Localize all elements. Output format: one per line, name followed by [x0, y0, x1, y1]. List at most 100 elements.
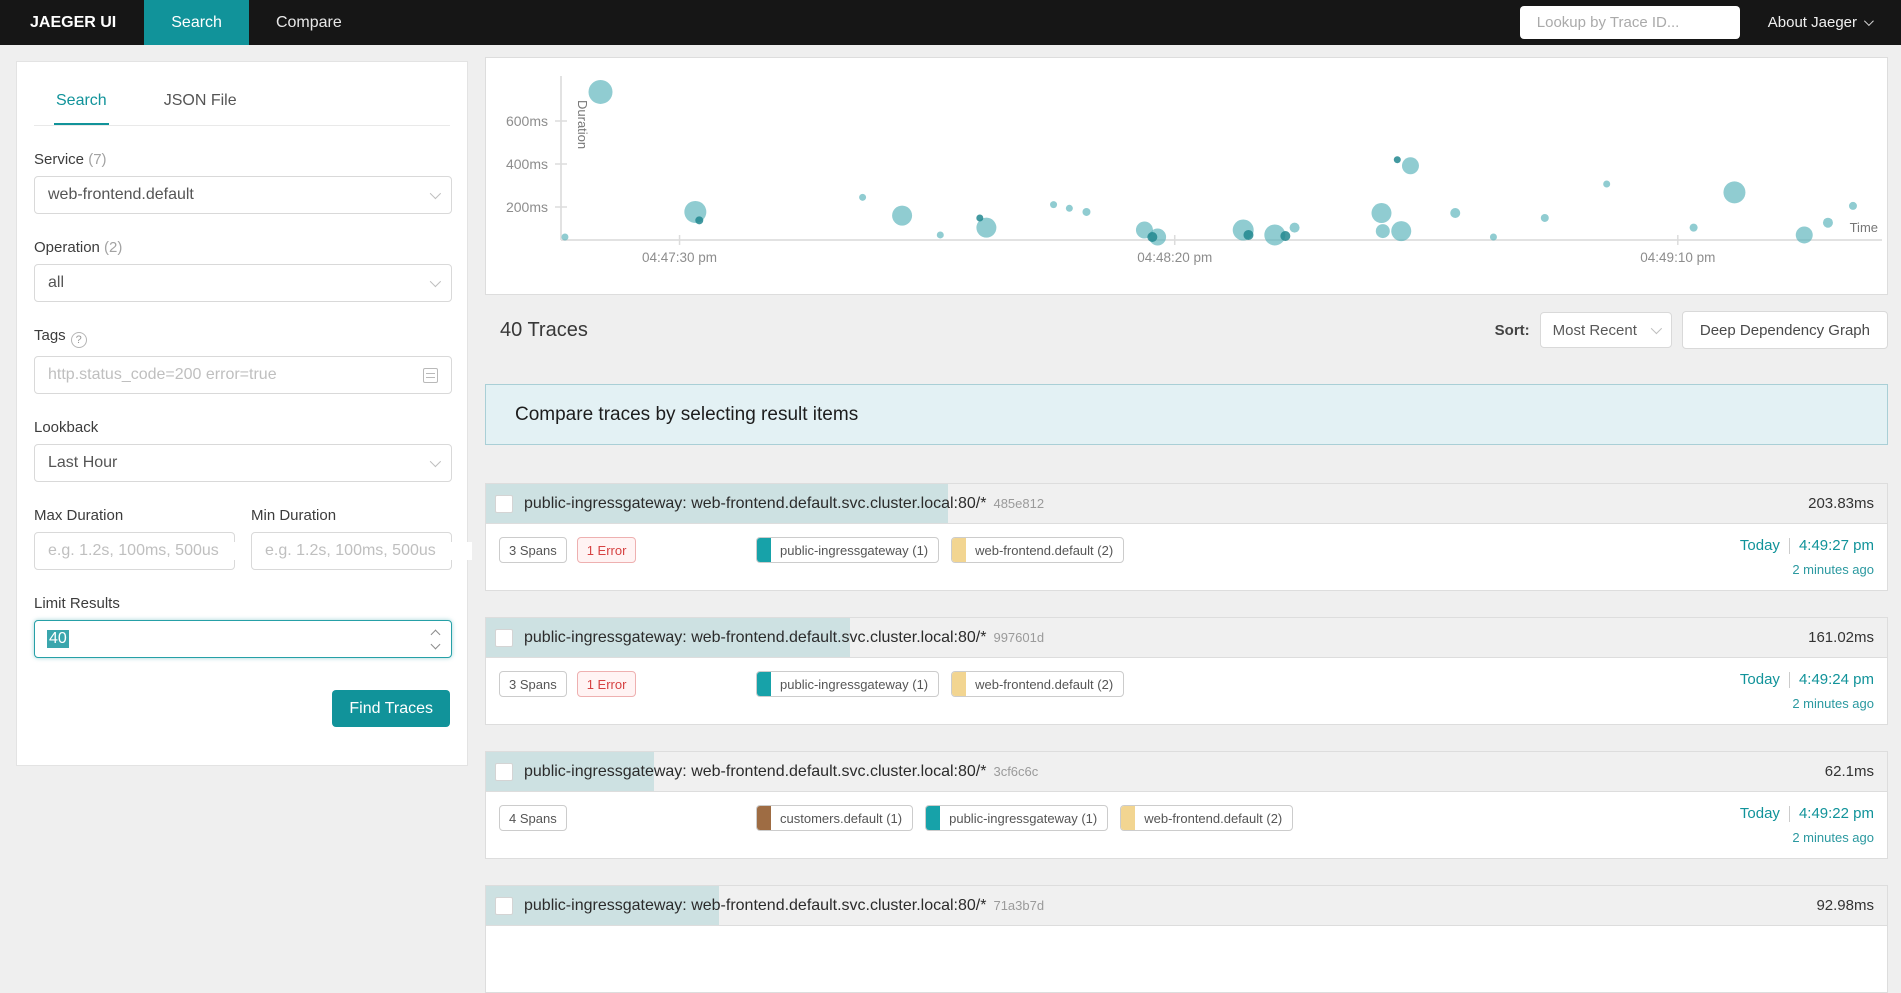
trace-id: 997601d — [993, 629, 1045, 645]
scatter-point[interactable] — [936, 231, 944, 239]
trace-lookup-input[interactable] — [1536, 14, 1736, 31]
about-jaeger-menu[interactable]: About Jaeger — [1767, 14, 1874, 31]
divider — [1788, 537, 1790, 554]
trace-duration: 203.83ms — [1808, 495, 1874, 512]
scatter-point[interactable] — [976, 217, 997, 238]
trace-title[interactable]: public-ingressgateway: web-frontend.defa… — [524, 762, 1039, 780]
trace-id: 71a3b7d — [993, 897, 1045, 913]
x-tick-label: 04:47:30 pm — [642, 250, 717, 265]
tab-json-file[interactable]: JSON File — [163, 92, 237, 109]
scatter-point[interactable] — [1243, 229, 1254, 240]
min-duration-wrap — [251, 532, 472, 570]
tab-search[interactable]: Search — [54, 84, 109, 125]
service-tag-list: public-ingressgateway (1) web-frontend.de… — [756, 671, 1125, 697]
trace-title[interactable]: public-ingressgateway: web-frontend.defa… — [524, 494, 1045, 512]
scatter-point[interactable] — [1723, 181, 1746, 204]
trace-title[interactable]: public-ingressgateway: web-frontend.defa… — [524, 896, 1045, 914]
trace-time[interactable]: 4:49:22 pm — [1798, 805, 1874, 822]
trace-header[interactable]: public-ingressgateway: web-frontend.defa… — [486, 752, 1887, 792]
limit-results-input[interactable]: 40 — [34, 620, 452, 658]
divider — [1788, 805, 1790, 822]
find-traces-button[interactable]: Find Traces — [332, 690, 450, 727]
error-count-chip: 1 Error — [576, 537, 637, 563]
trace-time[interactable]: 4:49:27 pm — [1798, 537, 1874, 554]
scatter-point[interactable] — [1603, 180, 1611, 188]
trace-select-checkbox[interactable] — [495, 494, 513, 513]
scatter-point[interactable] — [1822, 217, 1833, 228]
trace-header[interactable]: public-ingressgateway: web-frontend.defa… — [486, 618, 1887, 658]
min-duration-input[interactable] — [265, 542, 472, 560]
scatter-point[interactable] — [1795, 226, 1813, 244]
trace-body: 3 Spans 1 Error public-ingressgateway (1… — [486, 524, 1887, 590]
scatter-point[interactable] — [892, 205, 913, 226]
service-select[interactable]: web-frontend.default — [34, 176, 452, 214]
x-tick-label: 04:49:10 pm — [1640, 250, 1715, 265]
scatter-point[interactable] — [1050, 201, 1058, 209]
trace-time[interactable]: 4:49:24 pm — [1798, 671, 1874, 688]
step-up-icon[interactable] — [430, 629, 441, 639]
chevron-down-icon — [429, 275, 442, 288]
trace-result-card[interactable]: public-ingressgateway: web-frontend.defa… — [485, 885, 1888, 993]
trace-duration-bar — [486, 484, 949, 523]
service-color-swatch — [952, 672, 967, 696]
nav-tab-compare[interactable]: Compare — [275, 13, 342, 31]
y-tick-label: 200ms — [506, 199, 548, 215]
max-duration-input[interactable] — [48, 542, 255, 560]
scatter-point[interactable] — [1401, 157, 1419, 175]
scatter-point[interactable] — [1280, 231, 1291, 242]
compare-banner: Compare traces by selecting result items — [485, 384, 1888, 445]
scatter-point[interactable] — [588, 79, 613, 104]
trace-select-checkbox[interactable] — [495, 896, 513, 915]
scatter-point[interactable] — [1450, 208, 1461, 219]
service-label: Service (7) — [34, 151, 107, 168]
nav-tab-search[interactable]: Search — [144, 0, 249, 45]
scatter-point[interactable] — [1848, 201, 1857, 210]
scatter-point[interactable] — [561, 233, 569, 241]
about-jaeger-label: About Jaeger — [1767, 14, 1857, 31]
scatter-point[interactable] — [1371, 203, 1392, 224]
trace-title[interactable]: public-ingressgateway: web-frontend.defa… — [524, 628, 1045, 646]
logfmt-toggle-icon[interactable] — [423, 367, 438, 383]
service-tag-chip: web-frontend.default (2) — [951, 537, 1125, 563]
service-color-swatch — [1121, 806, 1136, 830]
trace-result-card[interactable]: public-ingressgateway: web-frontend.defa… — [485, 617, 1888, 725]
tags-input[interactable] — [48, 366, 423, 384]
scatter-point[interactable] — [859, 193, 867, 201]
scatter-point[interactable] — [1375, 224, 1390, 239]
scatter-point[interactable] — [1082, 207, 1091, 216]
trace-select-checkbox[interactable] — [495, 762, 513, 781]
trace-result-card[interactable]: public-ingressgateway: web-frontend.defa… — [485, 751, 1888, 859]
scatter-point[interactable] — [1065, 204, 1073, 212]
help-icon[interactable]: ? — [70, 332, 87, 348]
scatter-point[interactable] — [1289, 222, 1300, 233]
scatter-point[interactable] — [1393, 156, 1401, 164]
operation-select[interactable]: all — [34, 264, 452, 302]
trace-count-title: 40 Traces — [500, 318, 588, 341]
y-tick-label: 600ms — [506, 113, 548, 129]
scatter-point[interactable] — [1147, 232, 1158, 242]
service-color-swatch — [926, 806, 941, 830]
deep-dependency-graph-button[interactable]: Deep Dependency Graph — [1681, 311, 1888, 349]
trace-header[interactable]: public-ingressgateway: web-frontend.defa… — [486, 886, 1887, 926]
max-duration-label: Max Duration — [34, 507, 124, 524]
scatter-point[interactable] — [1540, 213, 1549, 222]
lookback-select[interactable]: Last Hour — [34, 444, 452, 482]
trace-select-checkbox[interactable] — [495, 628, 513, 647]
trace-body — [486, 926, 1887, 992]
number-stepper[interactable] — [430, 629, 441, 649]
step-down-icon[interactable] — [430, 639, 441, 649]
scatter-point[interactable] — [1689, 223, 1698, 232]
trace-lookup-box[interactable] — [1519, 6, 1740, 39]
trace-header[interactable]: public-ingressgateway: web-frontend.defa… — [486, 484, 1887, 524]
sort-select[interactable]: Most Recent — [1539, 312, 1672, 348]
scatter-point[interactable] — [695, 216, 704, 225]
service-tag-chip: public-ingressgateway (1) — [925, 805, 1109, 831]
scatter-point[interactable] — [1489, 233, 1497, 241]
scatter-point[interactable] — [1264, 224, 1286, 246]
max-duration-wrap — [34, 532, 255, 570]
scatter-point[interactable] — [976, 214, 984, 222]
scatter-point[interactable] — [1391, 221, 1412, 242]
trace-result-card[interactable]: public-ingressgateway: web-frontend.defa… — [485, 483, 1888, 591]
operation-select-value: all — [48, 274, 65, 291]
service-color-swatch — [757, 806, 771, 830]
